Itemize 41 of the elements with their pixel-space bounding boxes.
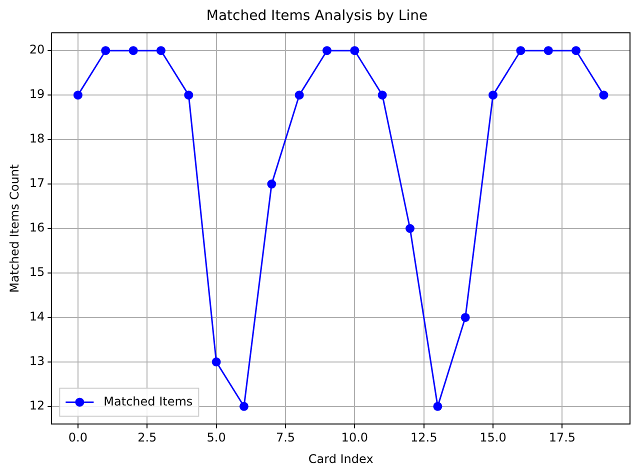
x-axis-title: Card Index [308,452,374,466]
x-tick-label: 17.5 [548,430,576,445]
point [516,46,526,56]
x-tick-label: 12.5 [410,430,438,445]
point [294,90,304,100]
point [488,90,498,100]
y-tick-label: 19 [29,87,45,102]
y-tick-label: 20 [29,42,45,57]
point [544,46,553,56]
point [406,224,415,233]
x-tick-label: 7.5 [276,430,296,445]
y-tick-label: 12 [29,398,45,413]
x-tick-label: 5.0 [206,430,226,445]
point [267,180,276,189]
point [184,90,194,100]
y-tick-label: 15 [29,265,45,280]
point [599,90,608,100]
x-tick-label: 2.5 [138,430,157,445]
point [239,402,248,411]
y-tick-label: 17 [29,176,45,190]
point [156,46,166,56]
point [101,46,110,56]
x-tick-label: 10.0 [341,430,368,445]
legend-label: Matched Items [104,394,193,408]
y-axis-title: Matched Items Count [7,164,22,293]
x-tick-label: 15.0 [480,430,506,445]
point [73,90,82,100]
point [128,46,138,56]
point [460,312,470,322]
y-tick-label: 13 [29,354,45,368]
y-tick-label: 16 [29,220,45,235]
point [572,46,581,56]
point [350,46,360,56]
y-tick-label: 14 [29,310,45,324]
point [322,46,332,56]
x-tick-label: 0.0 [68,430,88,445]
point [378,90,387,100]
chart-title: Matched Items Analysis by Line [206,8,428,24]
y-tick-label: 18 [29,132,45,146]
point [212,357,221,366]
point [433,402,442,411]
